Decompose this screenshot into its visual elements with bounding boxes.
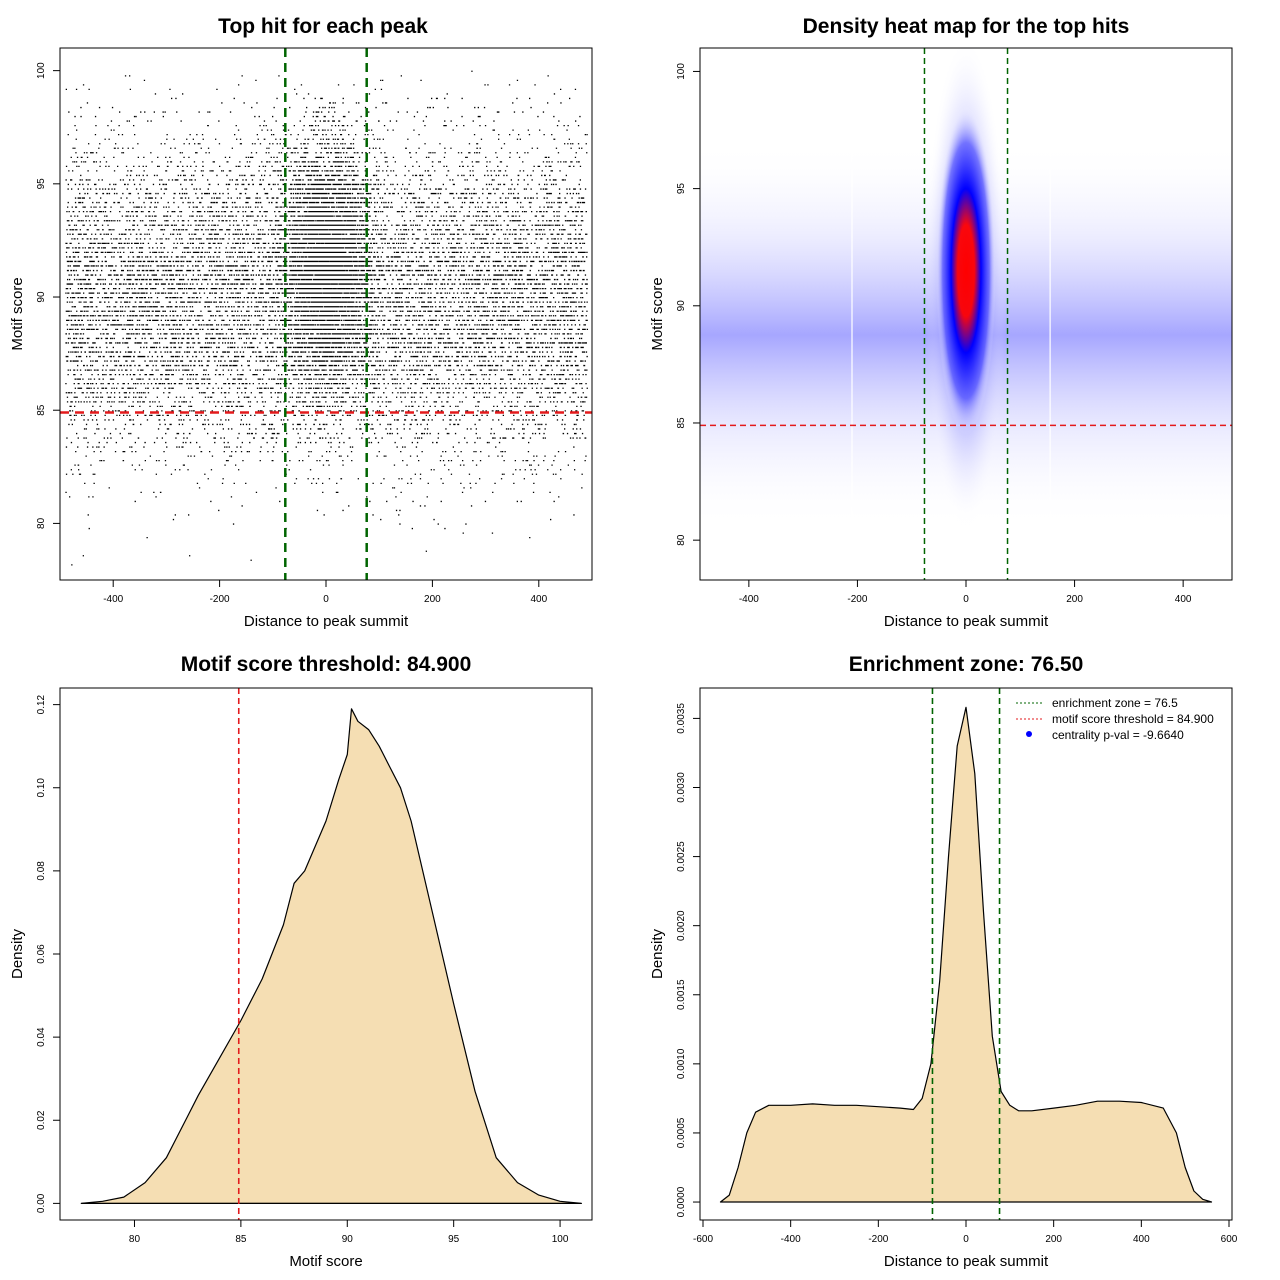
y-tick-label: 95 bbox=[36, 178, 47, 190]
x-tick-label: 0 bbox=[963, 1234, 969, 1245]
y-tick-label: 0.0030 bbox=[676, 772, 687, 803]
y-tick-label: 0.02 bbox=[36, 1110, 47, 1130]
y-tick-label: 0.0000 bbox=[676, 1186, 687, 1217]
y-tick-label: 85 bbox=[36, 404, 47, 416]
scatter-axes: -400 -200 0 200 400 80 85 90 95 100 bbox=[36, 62, 548, 605]
distance-density-title: Enrichment zone: 76.50 bbox=[849, 653, 1084, 676]
scatter-x-axis-label: Distance to peak summit bbox=[244, 613, 409, 630]
y-tick-label: 0.08 bbox=[36, 861, 47, 881]
y-tick-label: 100 bbox=[36, 62, 47, 79]
heatmap-axes: -400 -200 0 200 400 80 85 90 95 100 bbox=[676, 63, 1192, 605]
legend: enrichment zone = 76.5 motif score thres… bbox=[1016, 696, 1214, 742]
heatmap-x-axis-label: Distance to peak summit bbox=[884, 613, 1049, 630]
legend-threshold-label: motif score threshold = 84.900 bbox=[1052, 712, 1214, 726]
x-tick-label: 200 bbox=[424, 594, 441, 605]
scatter-point-cloud bbox=[65, 70, 589, 566]
y-tick-label: 0.0015 bbox=[676, 979, 687, 1010]
x-tick-label: 400 bbox=[530, 594, 547, 605]
distance-density-x-axis-label: Distance to peak summit bbox=[884, 1253, 1049, 1270]
y-tick-label: 90 bbox=[676, 300, 687, 312]
y-tick-label: 0.12 bbox=[36, 694, 47, 714]
y-tick-label: 80 bbox=[36, 517, 47, 529]
score-density-y-axis-label: Density bbox=[9, 928, 26, 979]
scatter-points bbox=[65, 70, 589, 566]
y-tick-label: 0.06 bbox=[36, 944, 47, 964]
x-tick-label: 0 bbox=[963, 594, 969, 605]
heatmap-density bbox=[700, 48, 1232, 580]
scatter-y-axis-label: Motif score bbox=[9, 277, 26, 350]
y-tick-label: 0.00 bbox=[36, 1193, 47, 1213]
score-density-area bbox=[80, 708, 582, 1204]
x-tick-label: 100 bbox=[552, 1234, 569, 1245]
score-density-panel: Motif score threshold: 84.900 80 85 90 95 10… bbox=[9, 653, 593, 1270]
heatmap-panel: Density heat map for the top hits -400 -2… bbox=[649, 15, 1233, 630]
x-tick-label: 80 bbox=[129, 1234, 141, 1245]
distance-density-panel: Enrichment zone: 76.50 -600 -400 -200 0 200 4… bbox=[649, 653, 1238, 1270]
x-tick-label: -400 bbox=[103, 594, 123, 605]
scatter-plot-frame bbox=[59, 47, 593, 581]
x-tick-label: 400 bbox=[1175, 594, 1192, 605]
y-tick-label: 95 bbox=[676, 183, 687, 195]
heatmap-title: Density heat map for the top hits bbox=[803, 15, 1130, 38]
heatmap-y-axis-label: Motif score bbox=[649, 277, 666, 350]
x-tick-label: 600 bbox=[1221, 1234, 1238, 1245]
x-tick-label: -200 bbox=[847, 594, 867, 605]
x-tick-label: -400 bbox=[739, 594, 759, 605]
y-tick-label: 0.04 bbox=[36, 1027, 47, 1047]
y-tick-label: 0.10 bbox=[36, 778, 47, 798]
legend-pval-label: centrality p-val = -9.6640 bbox=[1052, 728, 1184, 742]
y-tick-label: 90 bbox=[36, 291, 47, 303]
heatmap-reference-lines bbox=[700, 48, 1232, 580]
x-tick-label: 400 bbox=[1133, 1234, 1150, 1245]
scatter-panel: Top hit for each peak -400 -200 0 200 400 80 8… bbox=[9, 15, 593, 630]
x-tick-label: 90 bbox=[342, 1234, 354, 1245]
score-density-x-axis-label: Motif score bbox=[289, 1253, 362, 1270]
y-tick-label: 0.0010 bbox=[676, 1048, 687, 1079]
x-tick-label: 200 bbox=[1066, 594, 1083, 605]
score-density-curve bbox=[80, 688, 582, 1220]
score-density-axes: 80 85 90 95 100 0.00 0.02 0.04 0.06 0.08 0.10 0.12 bbox=[36, 694, 569, 1245]
x-tick-label: 200 bbox=[1045, 1234, 1062, 1245]
x-tick-label: -200 bbox=[868, 1234, 888, 1245]
x-tick-label: 0 bbox=[323, 594, 329, 605]
x-tick-label: -200 bbox=[210, 594, 230, 605]
scatter-title: Top hit for each peak bbox=[218, 15, 428, 38]
x-tick-label: -400 bbox=[781, 1234, 801, 1245]
legend-pval-swatch bbox=[1026, 731, 1032, 737]
distance-density-axes: -600 -400 -200 0 200 400 600 0.0000 0.0005 0.0010… bbox=[676, 703, 1238, 1245]
y-tick-label: 0.0005 bbox=[676, 1117, 687, 1148]
score-density-title: Motif score threshold: 84.900 bbox=[181, 653, 472, 676]
distance-density-curve bbox=[719, 688, 1213, 1220]
y-tick-label: 85 bbox=[676, 417, 687, 429]
y-tick-label: 100 bbox=[676, 63, 687, 80]
distance-density-area bbox=[719, 706, 1213, 1203]
x-tick-label: 95 bbox=[448, 1234, 460, 1245]
y-tick-label: 0.0020 bbox=[676, 910, 687, 941]
heatmap-core bbox=[936, 106, 996, 435]
x-tick-label: 85 bbox=[235, 1234, 247, 1245]
x-tick-label: -600 bbox=[693, 1234, 713, 1245]
y-tick-label: 0.0035 bbox=[676, 703, 687, 734]
scatter-reference-lines bbox=[60, 48, 592, 580]
y-tick-label: 80 bbox=[676, 534, 687, 546]
legend-zone-label: enrichment zone = 76.5 bbox=[1052, 696, 1178, 710]
y-tick-label: 0.0025 bbox=[676, 841, 687, 872]
distance-density-y-axis-label: Density bbox=[649, 928, 666, 979]
